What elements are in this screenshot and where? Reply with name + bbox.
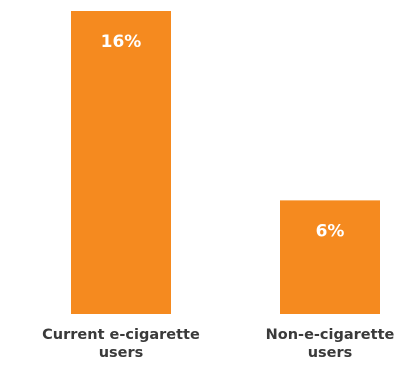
- bar-0: [71, 11, 171, 314]
- category-label-line: Non-e-cigarette: [266, 327, 395, 343]
- value-labels-group: 16% 6%: [101, 32, 345, 241]
- bar-value-label-0: 16%: [101, 32, 142, 52]
- category-label-line: users: [308, 345, 353, 361]
- bars-group: [71, 11, 380, 314]
- category-label-1: Non-e-cigarette users: [266, 327, 395, 361]
- bar-1: [280, 200, 380, 314]
- bar-value-label-1: 6%: [316, 221, 345, 241]
- category-labels-group: Current e-cigarette users Non-e-cigarette u…: [42, 327, 394, 361]
- category-label-line: users: [99, 345, 144, 361]
- category-label-0: Current e-cigarette users: [42, 327, 200, 361]
- category-label-line: Current e-cigarette: [42, 327, 200, 343]
